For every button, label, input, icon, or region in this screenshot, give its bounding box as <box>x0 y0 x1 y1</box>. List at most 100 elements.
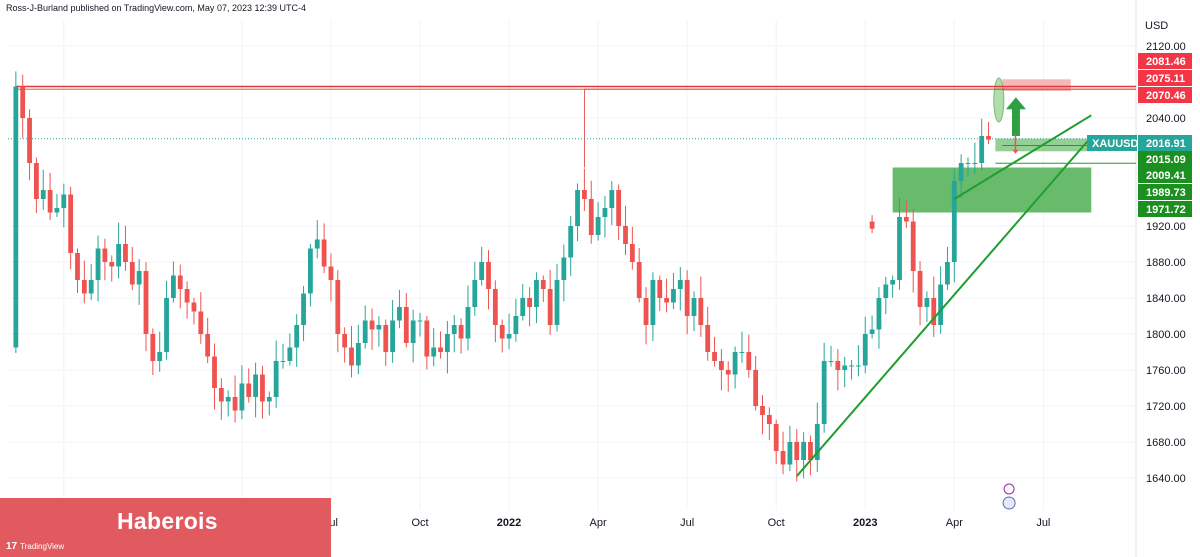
candle-down <box>753 370 759 406</box>
time-tick-label: Oct <box>411 517 428 529</box>
candle-down <box>75 253 80 280</box>
candle-down <box>205 334 211 357</box>
candle-up <box>842 365 848 370</box>
tradingview-logo[interactable]: 17 TradingView <box>6 541 64 552</box>
price-tag-green <box>1138 184 1192 200</box>
time-tick-label: 2023 <box>853 517 877 529</box>
price-tag-green <box>1138 201 1192 217</box>
candle-up <box>376 325 382 330</box>
candle-down <box>636 262 642 298</box>
candle-up <box>568 226 574 258</box>
candle-down <box>143 271 149 334</box>
candle-down <box>643 298 649 325</box>
price-tag-green <box>1138 167 1192 183</box>
time-tick-label: 2022 <box>497 517 521 529</box>
candle-up <box>362 320 368 343</box>
candle-up <box>513 316 519 334</box>
candle-down <box>657 280 663 298</box>
candle-up <box>862 334 868 366</box>
candle-down <box>123 244 128 262</box>
candle-down <box>383 325 389 352</box>
candle-down <box>808 442 813 460</box>
time-tick-label: Jul <box>1036 517 1050 529</box>
candle-up <box>828 361 834 362</box>
candle-down <box>794 442 800 460</box>
price-axis[interactable]: 2120.00 2040.00 1920.00 1880.00 1840.00 1800.… <box>1087 41 1192 485</box>
time-tick-label: Apr <box>946 517 963 529</box>
time-tick-label: Apr <box>590 517 607 529</box>
drawings-layer <box>795 97 1093 510</box>
candle-up <box>965 163 971 164</box>
candle-up <box>814 424 820 460</box>
candle-down <box>910 221 916 271</box>
arrow-down-head <box>1012 149 1019 154</box>
price-tag-label: 2081.46 <box>1146 56 1186 68</box>
candle-up <box>61 194 67 208</box>
candle-down <box>177 275 183 289</box>
candle-down <box>191 302 197 312</box>
candle-up <box>88 280 94 294</box>
candle-up <box>40 190 46 199</box>
candle-down <box>321 239 327 267</box>
candle-up <box>390 320 395 352</box>
candle-down <box>232 397 238 411</box>
candle-down <box>684 280 690 316</box>
flag-icon <box>1002 496 1016 510</box>
price-tick-label: 1840.00 <box>1146 293 1186 305</box>
candle-down <box>438 347 443 352</box>
candle-up <box>287 347 293 361</box>
candle-down <box>760 406 765 415</box>
candle-up <box>561 257 567 280</box>
candle-up <box>164 298 169 352</box>
candle-up <box>979 136 985 163</box>
price-tag-red <box>1138 53 1192 69</box>
price-tag-label: 2070.46 <box>1146 90 1186 102</box>
candle-up <box>520 298 526 316</box>
price-tag-label: 2016.91 <box>1146 138 1186 150</box>
price-tick-label: 2040.00 <box>1146 113 1186 125</box>
candle-up <box>869 329 875 334</box>
candle-up <box>938 284 943 325</box>
candle-down <box>20 86 26 118</box>
candle-up <box>972 163 978 164</box>
candle-up <box>239 383 245 411</box>
resistance-zone <box>1002 79 1071 91</box>
price-tag-teal <box>1138 135 1192 151</box>
watermark-text: Haberois <box>117 508 218 534</box>
candle-down <box>746 352 752 370</box>
candle-up <box>273 361 279 397</box>
candle-down <box>328 266 334 280</box>
candle-down <box>780 451 786 465</box>
candle-down <box>917 271 923 307</box>
candle-up <box>472 280 478 307</box>
trendline-1 <box>795 136 1093 477</box>
candle-down <box>486 262 491 289</box>
candle-up <box>225 397 231 402</box>
publisher-credit: Ross-J-Burland published on TradingView.… <box>6 3 306 13</box>
candle-up <box>314 239 320 249</box>
candle-up <box>876 298 882 330</box>
candle-up <box>883 284 889 298</box>
candle-up <box>534 280 539 307</box>
candle-up <box>691 298 697 316</box>
candle-down <box>903 217 909 222</box>
candle-up <box>595 217 601 235</box>
candle-down <box>705 325 711 352</box>
price-tag-label: 2075.11 <box>1146 73 1185 85</box>
candle-down <box>184 289 190 303</box>
candle-down <box>349 347 354 366</box>
watermark-banner: Haberois 17 TradingView <box>0 498 331 557</box>
candle-up <box>849 365 854 367</box>
candle-up <box>677 280 683 289</box>
candle-up <box>253 374 258 397</box>
price-tag-red <box>1138 87 1192 103</box>
candle-down <box>369 320 375 330</box>
candle-down <box>150 334 156 361</box>
candle-down <box>698 298 704 325</box>
candle-up <box>280 361 286 362</box>
candle-down <box>246 383 252 397</box>
candle-up <box>479 262 485 280</box>
horizontal-levels <box>8 85 1136 168</box>
candle-up <box>417 320 423 322</box>
